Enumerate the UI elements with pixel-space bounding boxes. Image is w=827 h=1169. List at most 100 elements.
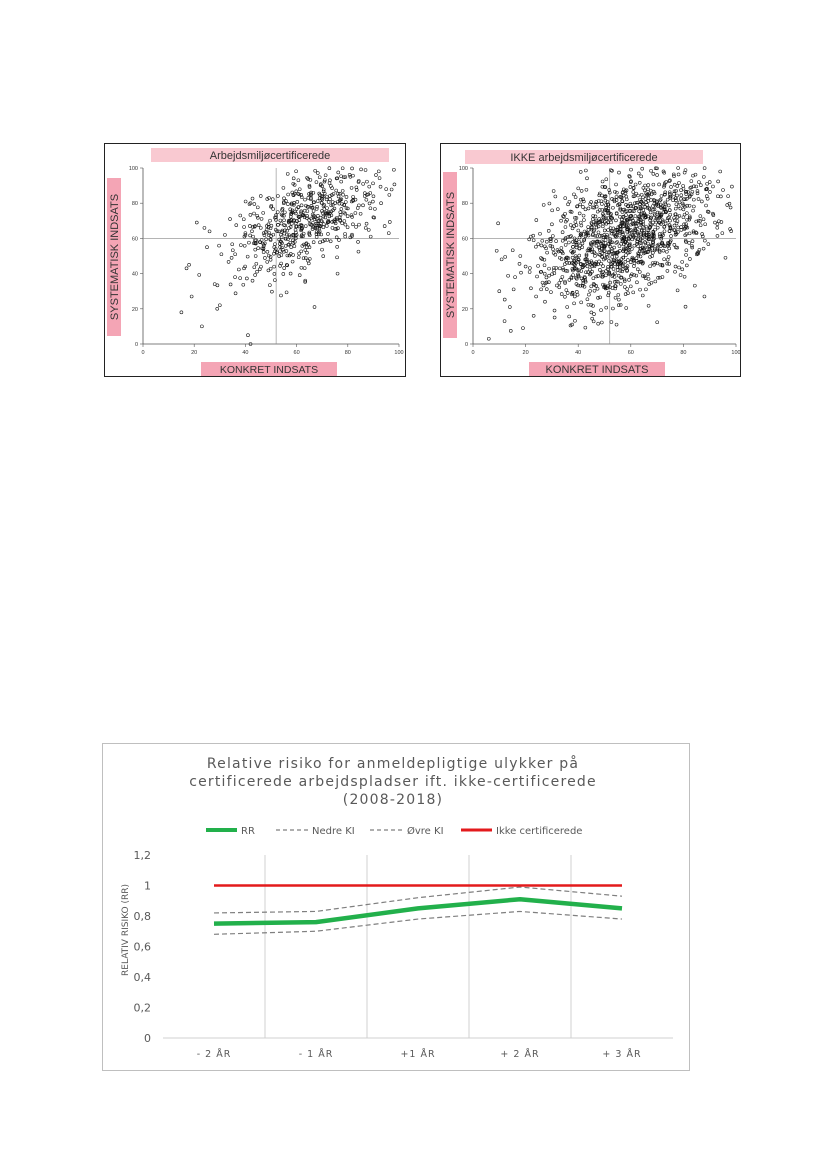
scatter-point [538, 231, 542, 236]
scatter-point [728, 205, 733, 210]
scatter-point [252, 265, 257, 270]
scatter-point [609, 320, 614, 324]
scatter-point [305, 209, 310, 213]
scatter-point [503, 255, 507, 259]
scatter-point [634, 273, 639, 278]
scatter-point [655, 247, 659, 252]
scatter-point [624, 306, 628, 310]
scatter-point [289, 211, 294, 216]
scatter-point [307, 183, 312, 188]
scatter-point [262, 233, 267, 237]
scatter-point [256, 205, 260, 210]
scatter-point [562, 262, 567, 266]
scatter-point [358, 211, 363, 216]
scatter-point [218, 303, 222, 308]
scatter-point [573, 263, 577, 267]
scatter-point [292, 201, 296, 205]
scatter-point [317, 229, 322, 234]
scatter-point [726, 194, 730, 198]
scatter-point [635, 200, 640, 205]
scatter-point [652, 191, 657, 196]
scatter-plot-not-certified: IKKE arbejdsmiljøcertificerede 0 20 40 60 80… [443, 150, 740, 376]
scatter-point [577, 211, 582, 216]
scatter-point [305, 216, 309, 220]
scatter-point [596, 209, 600, 214]
scatter-point [685, 203, 689, 208]
scatter-point [318, 215, 323, 220]
scatter-point [569, 210, 574, 214]
scatter-point [347, 173, 352, 177]
scatter-point [338, 210, 343, 215]
scatter-point [703, 222, 707, 227]
scatter-point [698, 223, 703, 228]
scatter-point [604, 269, 608, 273]
scatter-point [628, 208, 632, 213]
scatter-point [569, 234, 573, 238]
scatter-point [606, 228, 610, 232]
scatter-point [559, 278, 563, 282]
scatter-point [675, 219, 680, 223]
scatter-point [651, 238, 655, 242]
scatter-point [285, 172, 290, 176]
scatter-point [610, 216, 615, 220]
scatter-point [684, 240, 688, 244]
scatter-point [683, 204, 687, 209]
scatter-point [641, 202, 646, 206]
scatter-point [294, 236, 298, 241]
scatter-point [336, 194, 341, 199]
scatter-point [639, 259, 644, 264]
scatter-point [571, 245, 575, 249]
scatter-point [606, 265, 610, 269]
scatter-point [618, 214, 622, 219]
scatter-point [573, 220, 578, 224]
scatter-point [585, 257, 589, 262]
scatter-point [570, 255, 575, 260]
scatter-point [617, 202, 622, 207]
scatter-point [567, 314, 571, 319]
scatter-point [589, 243, 594, 247]
scatter-point [694, 231, 699, 235]
scatter-point [202, 226, 207, 230]
scatter-point [371, 215, 376, 220]
y-tick-label: 100 [459, 166, 468, 172]
y-tick-label: 1,2 [134, 849, 152, 862]
scatter-point [318, 224, 323, 228]
scatter-point [539, 287, 543, 292]
scatter-point [289, 210, 294, 214]
scatter-point [282, 200, 286, 204]
scatter-point [675, 184, 680, 188]
scatter-point [628, 243, 632, 247]
scatter-point [282, 231, 287, 236]
scatter-point [613, 295, 618, 300]
scatter-point [636, 193, 640, 198]
scatter-point [625, 287, 629, 291]
scatter-point [324, 197, 329, 202]
scatter-point [626, 217, 630, 222]
scatter-point [700, 199, 704, 204]
scatter-point [665, 197, 670, 202]
scatter-point [278, 249, 282, 253]
scatter-point [269, 204, 273, 209]
scatter-point [354, 185, 359, 190]
scatter-point [540, 238, 545, 243]
scatter-point [633, 206, 638, 210]
scatter-point [529, 234, 533, 239]
scatter-point [684, 222, 688, 226]
scatter-point [594, 222, 598, 226]
scatter-point [340, 189, 345, 193]
scatter-point [343, 211, 347, 216]
scatter-point [223, 233, 227, 237]
scatter-point [579, 223, 584, 228]
scatter-point [258, 267, 262, 272]
scatter-point [326, 200, 331, 204]
scatter-point [320, 194, 324, 198]
scatter-point [597, 259, 601, 264]
scatter-point [695, 189, 700, 193]
scatter-point [613, 189, 617, 194]
scatter-point [705, 181, 709, 186]
scatter-point [649, 223, 654, 227]
scatter-point [264, 228, 269, 232]
scatter-point [596, 321, 600, 326]
scatter-point [694, 230, 698, 235]
scatter-point [277, 254, 281, 258]
